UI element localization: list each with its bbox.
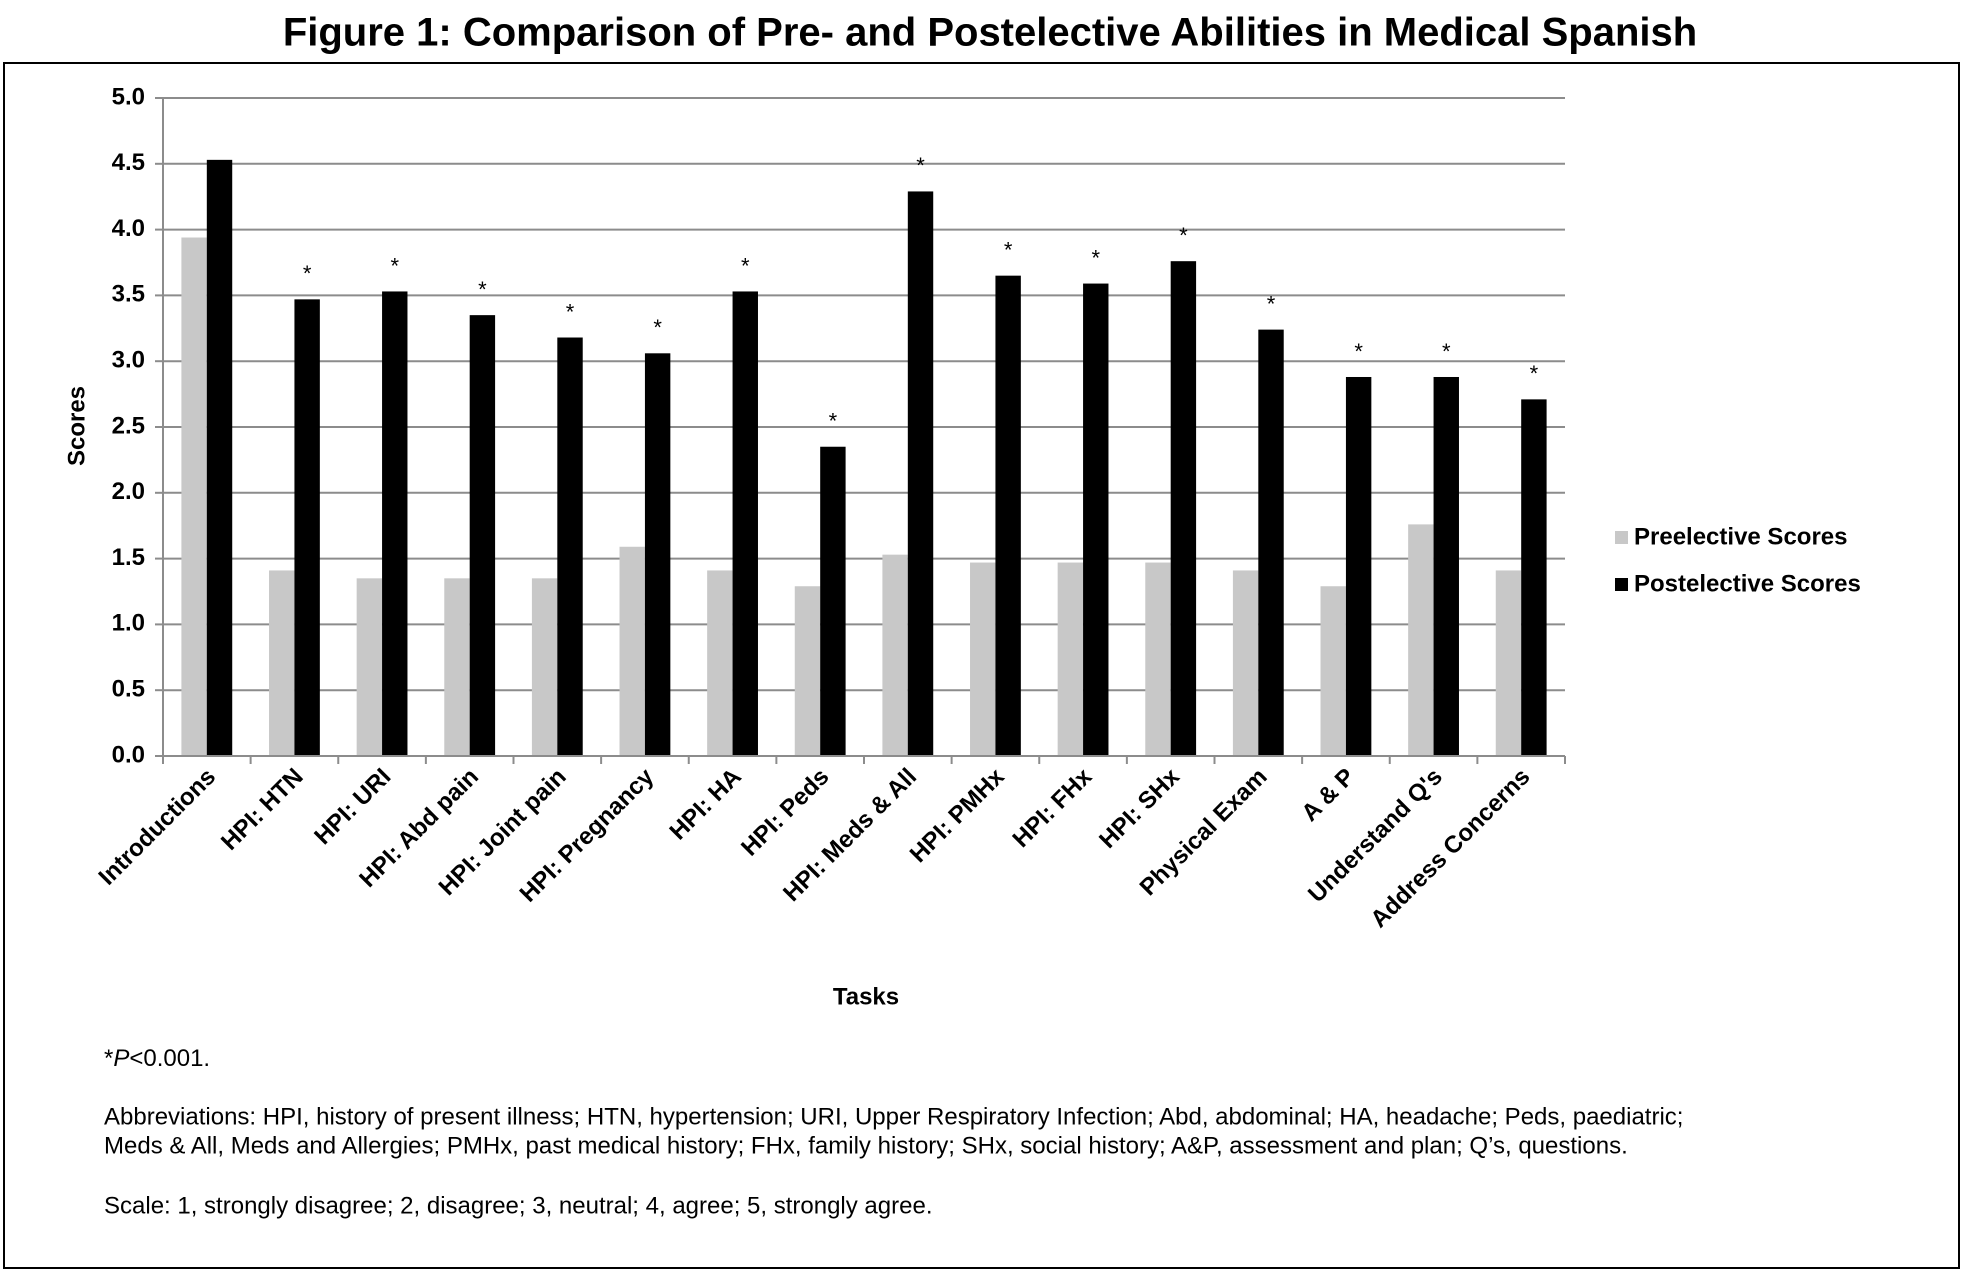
significance-marker: * (478, 277, 487, 302)
significance-marker: * (1442, 339, 1451, 364)
note-part: * (104, 1045, 113, 1072)
significance-marker: * (653, 315, 662, 340)
bar (557, 337, 583, 756)
bar (1345, 376, 1372, 756)
bar (1057, 562, 1084, 756)
legend-label: Preelective Scores (1634, 523, 1847, 550)
significance-marker: * (1267, 291, 1276, 316)
significance-marker: * (566, 299, 575, 324)
significance-marker: * (303, 261, 312, 286)
bar (1145, 562, 1171, 756)
bar (206, 159, 233, 757)
bar (732, 291, 758, 756)
bar (356, 578, 383, 756)
y-tick-label: 1.5 (112, 544, 145, 571)
y-axis-title: Scores (63, 386, 90, 466)
bar (794, 586, 821, 756)
y-tick-label: 4.0 (112, 215, 145, 242)
bar (1408, 524, 1434, 756)
bar (181, 237, 207, 757)
bar (1170, 261, 1197, 756)
y-tick-label: 1.0 (112, 610, 145, 637)
significance-marker: * (1004, 237, 1013, 262)
x-tick-label: A & P (1296, 763, 1360, 827)
bar (970, 562, 996, 756)
bar (995, 275, 1021, 756)
significance-note: *P<0.001. (104, 1045, 210, 1072)
bar (1258, 329, 1284, 756)
significance-marker: * (829, 409, 838, 434)
y-tick-label: 5.0 (112, 83, 145, 110)
x-tick-label: HPI: HTN (216, 763, 309, 856)
significance-marker: * (1354, 339, 1363, 364)
significance-marker: * (741, 253, 750, 278)
bar (1083, 283, 1109, 756)
bar (269, 570, 295, 756)
significance-marker: * (1530, 361, 1539, 386)
note-part: <0.001. (129, 1045, 210, 1072)
note-part: P (113, 1045, 129, 1072)
bar (531, 578, 558, 756)
y-tick-label: 2.0 (112, 478, 145, 505)
significance-marker: * (1179, 223, 1188, 248)
frame (3, 62, 1960, 1269)
x-tick-label: HPI: PMHx (905, 763, 1010, 868)
scale-note: Scale: 1, strongly disagree; 2, disagree… (104, 1192, 932, 1219)
bar (294, 299, 320, 756)
x-tick-label: HPI: URI (309, 763, 396, 850)
significance-marker: * (1091, 245, 1100, 270)
x-axis-title: Tasks (833, 983, 899, 1010)
x-tick-label: HPI: FHx (1007, 763, 1097, 853)
y-tick-label: 0.5 (112, 676, 145, 703)
y-tick-label: 3.0 (112, 347, 145, 374)
y-tick-label: 2.5 (112, 412, 145, 439)
x-tick-label: Introductions (94, 763, 222, 891)
y-tick-label: 3.5 (112, 281, 145, 308)
bar (444, 578, 470, 756)
chart-title: Figure 1: Comparison of Pre- and Postele… (283, 11, 1697, 55)
bar (644, 353, 671, 756)
bar (707, 570, 733, 756)
legend-swatch (1615, 578, 1628, 591)
x-tick-label: Address Concerns (1365, 763, 1535, 933)
x-tick-label: HPI: SHx (1094, 763, 1185, 854)
legend-label: Postelective Scores (1634, 570, 1861, 597)
bar (820, 446, 846, 756)
bar (882, 554, 908, 756)
x-tick-label: HPI: HA (665, 763, 747, 845)
bar (619, 546, 645, 756)
y-tick-label: 4.5 (112, 149, 145, 176)
abbreviations-note: Meds & All, Meds and Allergies; PMHx, pa… (104, 1132, 1628, 1159)
bar (382, 291, 408, 756)
bar (907, 191, 934, 756)
significance-marker: * (916, 153, 925, 178)
bar (1320, 586, 1346, 756)
bar (1495, 570, 1522, 756)
legend-swatch (1615, 531, 1628, 544)
abbreviations-note: Abbreviations: HPI, history of present i… (104, 1103, 1683, 1130)
y-tick-label: 0.0 (112, 741, 145, 768)
bar (1232, 570, 1259, 756)
significance-marker: * (390, 253, 399, 278)
bar (469, 315, 496, 756)
bar (1521, 399, 1547, 756)
bar (1433, 376, 1459, 756)
